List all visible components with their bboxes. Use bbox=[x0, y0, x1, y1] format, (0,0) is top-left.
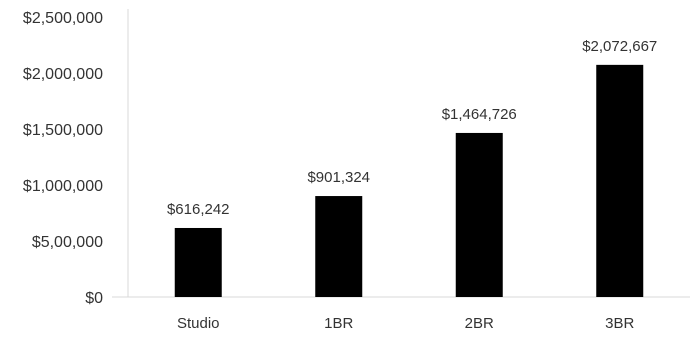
data-label: $901,324 bbox=[307, 169, 370, 186]
data-label: $616,242 bbox=[167, 201, 230, 218]
y-tick-label: $5,00,000 bbox=[32, 234, 103, 251]
y-tick-label: $1,500,000 bbox=[23, 122, 103, 139]
bar bbox=[315, 196, 363, 297]
y-tick-label: $0 bbox=[85, 290, 103, 307]
y-tick-label: $2,000,000 bbox=[23, 66, 103, 83]
x-tick-label: 1BR bbox=[324, 315, 353, 332]
x-tick-label: 3BR bbox=[605, 315, 634, 332]
y-tick-label: $2,500,000 bbox=[23, 10, 103, 27]
x-tick-label: Studio bbox=[177, 315, 220, 332]
data-label: $2,072,667 bbox=[582, 38, 657, 55]
bar bbox=[596, 64, 644, 297]
x-tick-label: 2BR bbox=[465, 315, 494, 332]
bar bbox=[455, 132, 503, 297]
bar bbox=[174, 227, 222, 297]
y-tick-label: $1,000,000 bbox=[23, 178, 103, 195]
data-label: $1,464,726 bbox=[442, 106, 517, 123]
